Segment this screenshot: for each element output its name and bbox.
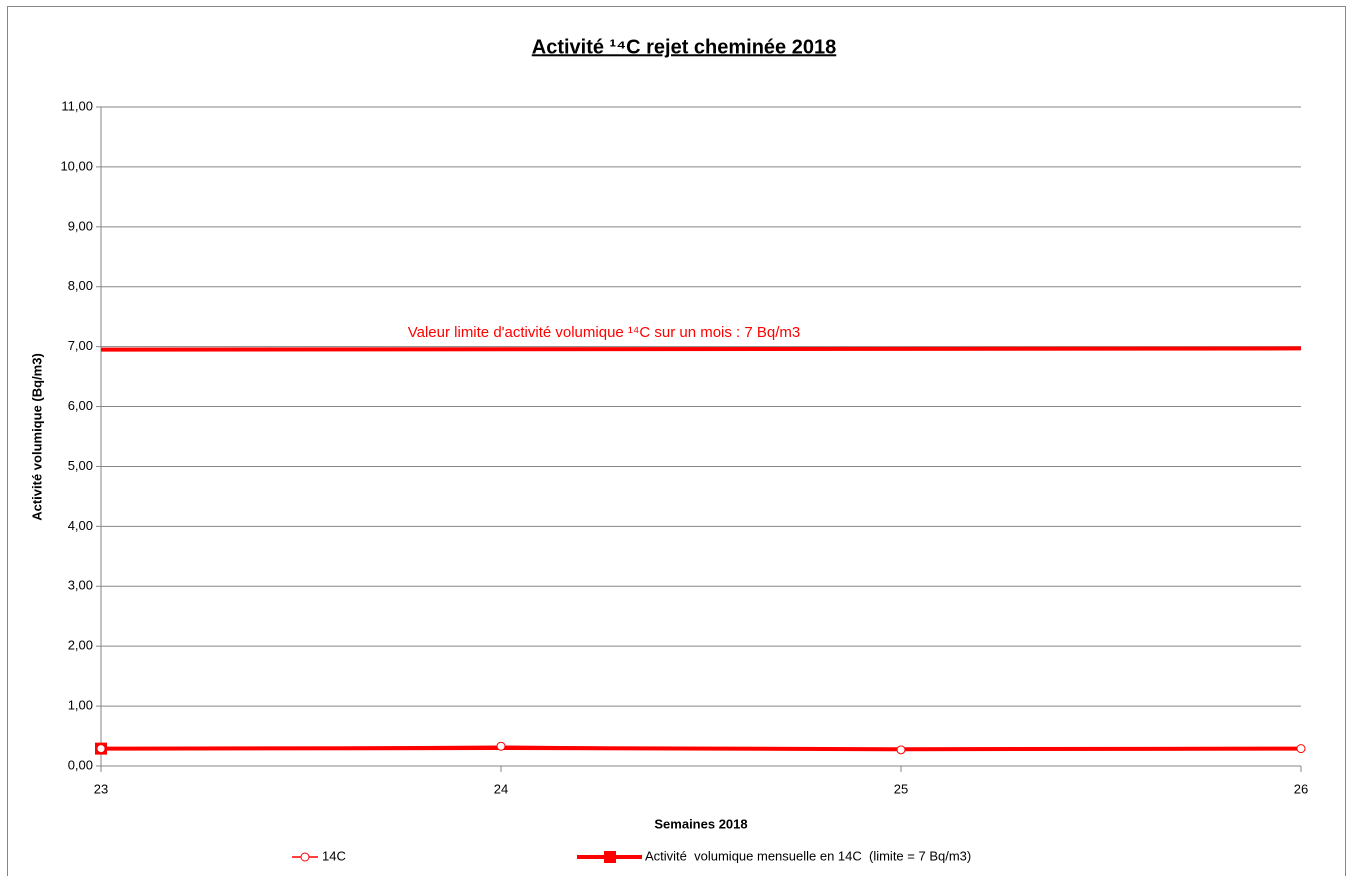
x-tick-label: 26 <box>1294 781 1308 796</box>
point-marker <box>896 745 906 755</box>
y-axis-label: Activité volumique (Bq/m3) <box>29 353 44 521</box>
legend-marker <box>604 851 616 863</box>
y-tick-label: 5,00 <box>68 458 93 473</box>
x-tick-label: 24 <box>494 781 508 796</box>
point-marker <box>96 744 106 754</box>
legend-label: Activité volumique mensuelle en 14C (lim… <box>645 848 971 863</box>
legend-label: 14C <box>322 848 346 863</box>
point-marker <box>496 741 506 751</box>
x-axis-label: Semaines 2018 <box>654 816 747 831</box>
y-tick-label: 2,00 <box>68 638 93 653</box>
y-tick-label: 11,00 <box>61 98 93 113</box>
y-tick-label: 9,00 <box>68 218 93 233</box>
x-tick-label: 23 <box>94 781 108 796</box>
limit-line <box>100 346 1302 352</box>
y-tick-label: 3,00 <box>68 578 93 593</box>
annotation: Valeur limite d'activité volumique ¹⁴C s… <box>408 324 801 341</box>
y-tick-label: 4,00 <box>68 518 93 533</box>
y-tick-label: 10,00 <box>60 158 93 173</box>
point-marker <box>1296 744 1306 754</box>
y-tick-label: 1,00 <box>68 698 93 713</box>
y-tick-label: 6,00 <box>68 398 93 413</box>
series-line <box>100 745 1302 751</box>
x-tick-label: 25 <box>894 781 908 796</box>
legend-marker <box>300 852 310 862</box>
y-tick-label: 0,00 <box>68 757 93 772</box>
y-tick-label: 8,00 <box>68 278 93 293</box>
chart-border <box>7 6 1346 876</box>
y-tick-label: 7,00 <box>68 338 93 353</box>
chart-title: Activité ¹⁴C rejet cheminée 2018 <box>532 36 836 58</box>
